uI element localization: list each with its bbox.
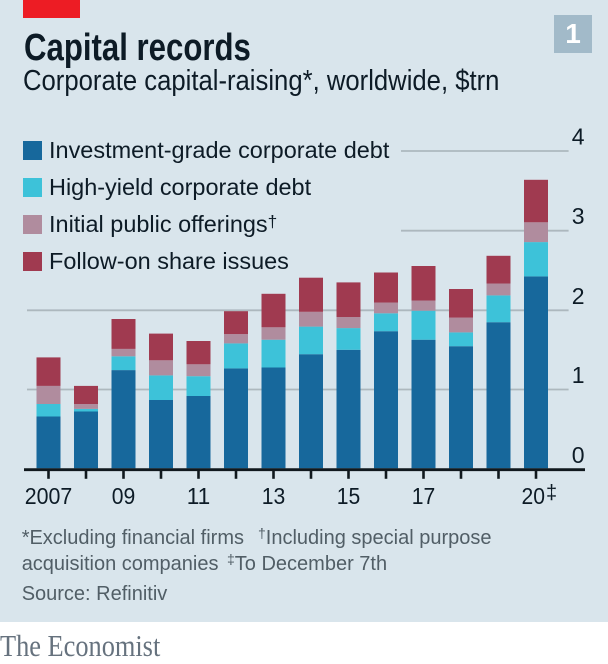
svg-text:2007: 2007 [25,483,73,509]
svg-text:09: 09 [112,483,136,509]
svg-text:1: 1 [572,362,585,388]
svg-text:11: 11 [187,483,211,509]
svg-text:13: 13 [262,483,286,509]
svg-text:0: 0 [572,442,585,468]
svg-text:‡: ‡ [546,482,557,504]
svg-text:17: 17 [412,483,436,509]
svg-text:15: 15 [337,483,361,509]
svg-text:2: 2 [572,283,585,309]
svg-text:20: 20 [522,483,546,509]
svg-text:3: 3 [572,203,585,229]
svg-text:4: 4 [572,124,585,150]
